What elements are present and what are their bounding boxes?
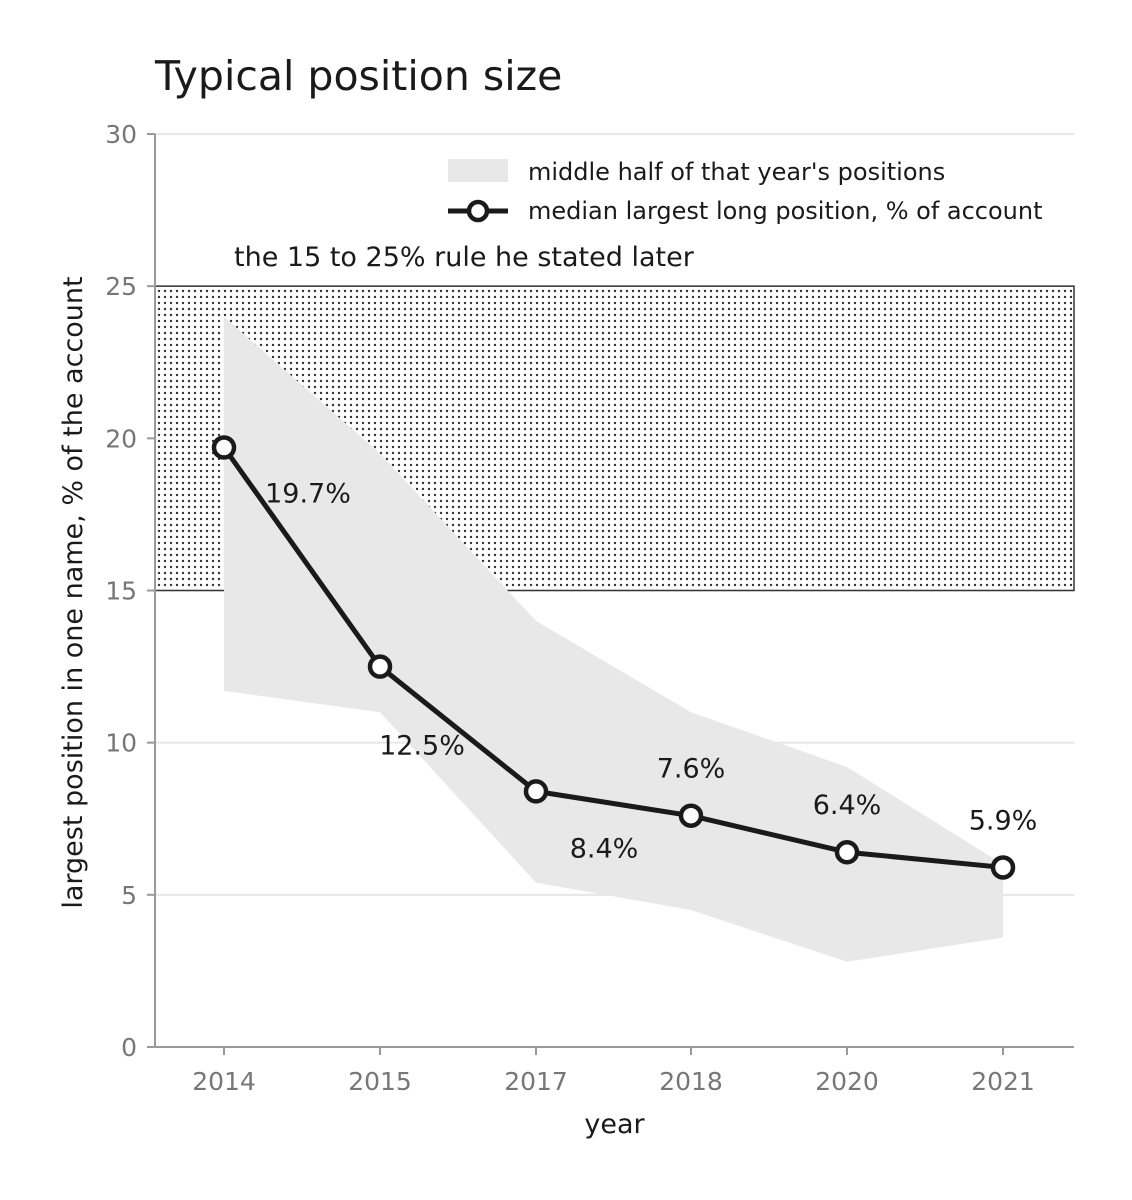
data-label-2015: 12.5% bbox=[379, 731, 465, 762]
x-tick-label-2014: 2014 bbox=[192, 1067, 256, 1096]
data-label-2014: 19.7% bbox=[265, 478, 351, 509]
x-axis-title: year bbox=[584, 1109, 645, 1140]
y-tick-label-0: 0 bbox=[121, 1033, 137, 1062]
series-line bbox=[221, 444, 1006, 870]
y-tick-label-5: 5 bbox=[121, 881, 137, 910]
legend: middle half of that year's positions medi… bbox=[448, 158, 1043, 225]
axes: 0 5 10 15 20 25 30 2014 2015 2017 2018 2020 2021 year… bbox=[58, 120, 1074, 1140]
x-tick-label-2021: 2021 bbox=[971, 1067, 1035, 1096]
y-axis-title: largest position in one name, % of the a… bbox=[58, 276, 89, 908]
y-tick-label-10: 10 bbox=[105, 729, 137, 758]
legend-swatch-range-band bbox=[448, 159, 508, 182]
data-label-2020: 6.4% bbox=[813, 790, 882, 821]
y-tick-label-25: 25 bbox=[105, 272, 137, 301]
legend-label-series: median largest long position, % of accou… bbox=[528, 197, 1043, 225]
data-point-2021 bbox=[990, 855, 1016, 880]
x-tick-label-2017: 2017 bbox=[504, 1067, 568, 1096]
data-point-2014 bbox=[211, 435, 237, 460]
data-point-2015 bbox=[367, 654, 393, 679]
data-labels: 19.7% 12.5% 8.4% 7.6% 6.4% 5.9% bbox=[265, 478, 1037, 864]
reference-band-label: the 15 to 25% rule he stated later bbox=[234, 242, 695, 273]
x-tick-label-2015: 2015 bbox=[348, 1067, 412, 1096]
chart-title: Typical position size bbox=[155, 52, 563, 100]
range-band-layer bbox=[224, 316, 1003, 962]
range-band bbox=[224, 316, 1003, 962]
y-tick-label-30: 30 bbox=[105, 120, 137, 149]
x-tick-label-2018: 2018 bbox=[659, 1067, 723, 1096]
data-point-2020 bbox=[834, 839, 860, 865]
data-label-2018: 7.6% bbox=[657, 754, 726, 785]
legend-label-range-band: middle half of that year's positions bbox=[528, 158, 945, 186]
data-label-2021: 5.9% bbox=[969, 805, 1038, 836]
data-point-2017 bbox=[523, 779, 549, 804]
series-layer bbox=[211, 435, 1016, 880]
x-tick-label-2020: 2020 bbox=[815, 1067, 879, 1096]
y-tick-label-15: 15 bbox=[105, 577, 137, 606]
y-tick-label-20: 20 bbox=[105, 424, 137, 453]
legend-swatch-marker bbox=[466, 199, 490, 223]
data-point-2018 bbox=[678, 803, 704, 828]
data-label-2017: 8.4% bbox=[570, 833, 639, 864]
